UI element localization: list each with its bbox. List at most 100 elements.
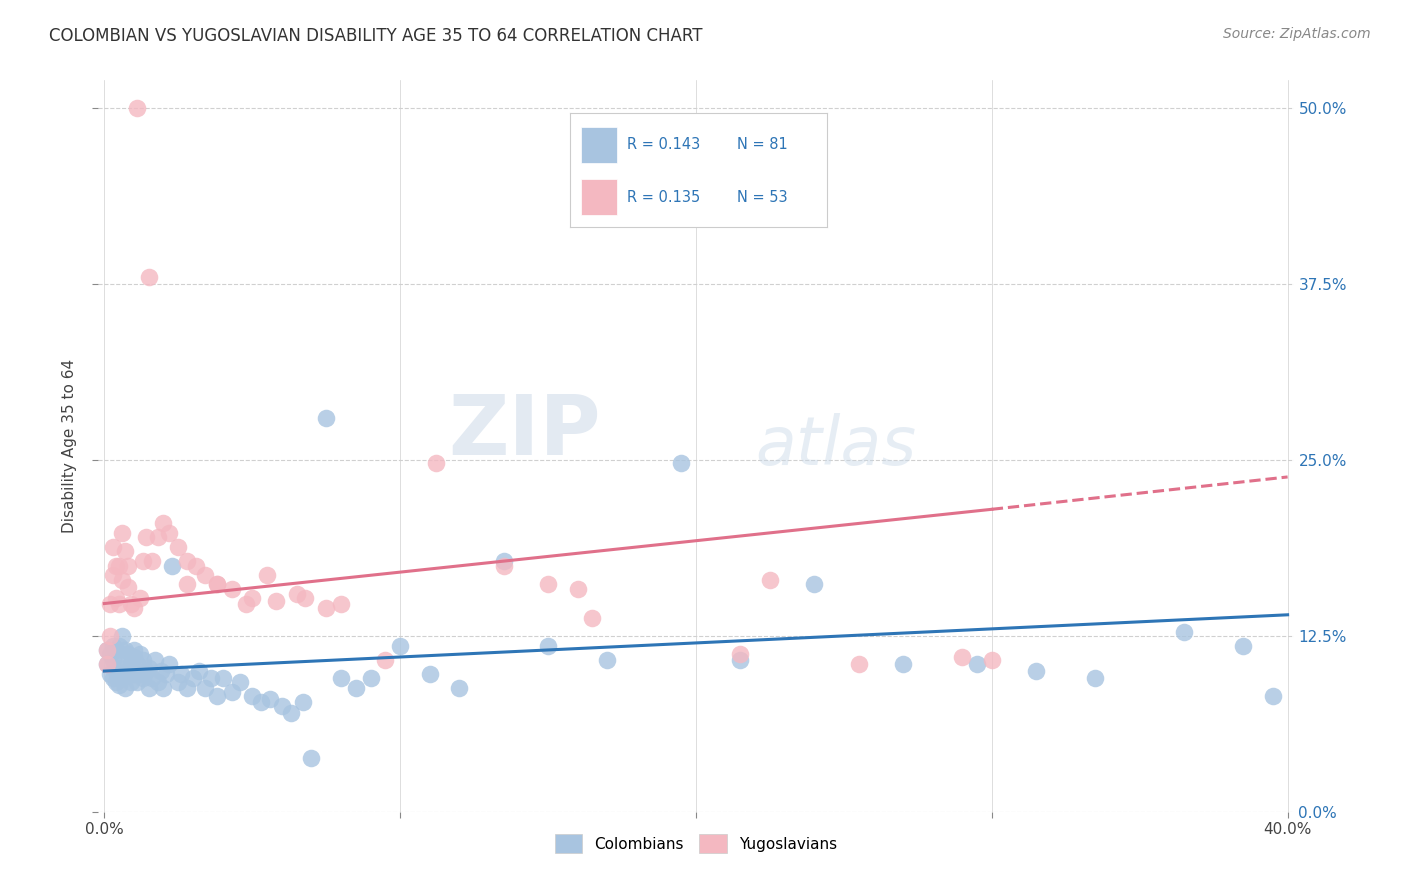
Point bbox=[98, 666, 121, 681]
Point bbox=[103, 653, 125, 667]
Point bbox=[264, 593, 287, 607]
Point bbox=[125, 675, 148, 690]
Point bbox=[848, 657, 870, 671]
Point bbox=[96, 643, 118, 657]
Point bbox=[596, 653, 619, 667]
Point bbox=[567, 582, 589, 597]
Point bbox=[120, 675, 142, 690]
Point bbox=[132, 554, 155, 568]
Point bbox=[103, 639, 125, 653]
Point bbox=[157, 526, 180, 541]
Point bbox=[157, 657, 180, 671]
Point bbox=[980, 653, 1002, 667]
Point bbox=[132, 671, 155, 685]
Point bbox=[122, 600, 145, 615]
Y-axis label: Disability Age 35 to 64: Disability Age 35 to 64 bbox=[62, 359, 77, 533]
Point bbox=[240, 591, 263, 605]
Point bbox=[103, 568, 125, 582]
Point bbox=[425, 456, 447, 470]
Point bbox=[114, 544, 136, 558]
Point bbox=[344, 681, 367, 695]
Point bbox=[229, 675, 252, 690]
Point bbox=[108, 558, 131, 573]
Point bbox=[537, 639, 560, 653]
Point bbox=[103, 671, 125, 685]
Point bbox=[315, 410, 337, 425]
Point bbox=[235, 597, 257, 611]
Point bbox=[1084, 671, 1107, 685]
Legend: Colombians, Yugoslavians: Colombians, Yugoslavians bbox=[548, 828, 844, 859]
Point bbox=[270, 699, 292, 714]
Point bbox=[176, 577, 198, 591]
Point bbox=[111, 526, 134, 541]
Point bbox=[96, 657, 118, 671]
Point bbox=[205, 577, 228, 591]
Point bbox=[259, 692, 281, 706]
Text: COLOMBIAN VS YUGOSLAVIAN DISABILITY AGE 35 TO 64 CORRELATION CHART: COLOMBIAN VS YUGOSLAVIAN DISABILITY AGE … bbox=[49, 27, 703, 45]
Point bbox=[108, 597, 131, 611]
Point bbox=[141, 671, 163, 685]
Point bbox=[128, 591, 150, 605]
Point bbox=[280, 706, 302, 721]
Point bbox=[120, 597, 142, 611]
Point bbox=[111, 671, 134, 685]
Point bbox=[146, 530, 169, 544]
Text: atlas: atlas bbox=[756, 413, 917, 479]
Point bbox=[108, 678, 131, 692]
Point bbox=[111, 629, 134, 643]
Point bbox=[135, 530, 157, 544]
Point bbox=[114, 666, 136, 681]
Point bbox=[111, 653, 134, 667]
Point bbox=[117, 580, 139, 594]
Point bbox=[256, 568, 278, 582]
Point bbox=[181, 671, 204, 685]
Point bbox=[117, 664, 139, 678]
Point bbox=[176, 681, 198, 695]
Text: Source: ZipAtlas.com: Source: ZipAtlas.com bbox=[1223, 27, 1371, 41]
Point bbox=[669, 456, 692, 470]
Point bbox=[419, 666, 441, 681]
Point bbox=[96, 643, 118, 657]
Point bbox=[966, 657, 988, 671]
Point bbox=[211, 671, 233, 685]
Point bbox=[111, 573, 134, 587]
Point bbox=[108, 639, 131, 653]
Point bbox=[581, 610, 603, 624]
Point bbox=[108, 661, 131, 675]
Point bbox=[285, 587, 308, 601]
Point bbox=[1173, 624, 1195, 639]
Point bbox=[105, 591, 128, 605]
Point bbox=[155, 666, 177, 681]
Point bbox=[188, 664, 211, 678]
Point bbox=[294, 591, 316, 605]
Point bbox=[146, 675, 169, 690]
Point bbox=[98, 647, 121, 661]
Point bbox=[250, 695, 273, 709]
Point bbox=[96, 657, 118, 671]
Text: ZIP: ZIP bbox=[449, 391, 600, 472]
Point bbox=[194, 681, 217, 695]
Point bbox=[205, 577, 228, 591]
Point bbox=[200, 671, 222, 685]
Point bbox=[122, 650, 145, 665]
Point bbox=[105, 643, 128, 657]
Point bbox=[492, 554, 515, 568]
Point bbox=[105, 675, 128, 690]
Point bbox=[170, 666, 193, 681]
Point bbox=[492, 558, 515, 573]
Point bbox=[128, 666, 150, 681]
Point bbox=[138, 681, 160, 695]
Point bbox=[299, 751, 322, 765]
Point bbox=[360, 671, 382, 685]
Point bbox=[194, 568, 217, 582]
Point bbox=[330, 597, 353, 611]
Point bbox=[449, 681, 471, 695]
Point bbox=[537, 577, 560, 591]
Point bbox=[730, 653, 752, 667]
Point bbox=[120, 657, 142, 671]
Point bbox=[152, 516, 174, 531]
Point bbox=[374, 653, 396, 667]
Point bbox=[149, 664, 172, 678]
Point bbox=[291, 695, 314, 709]
Point bbox=[125, 102, 148, 116]
